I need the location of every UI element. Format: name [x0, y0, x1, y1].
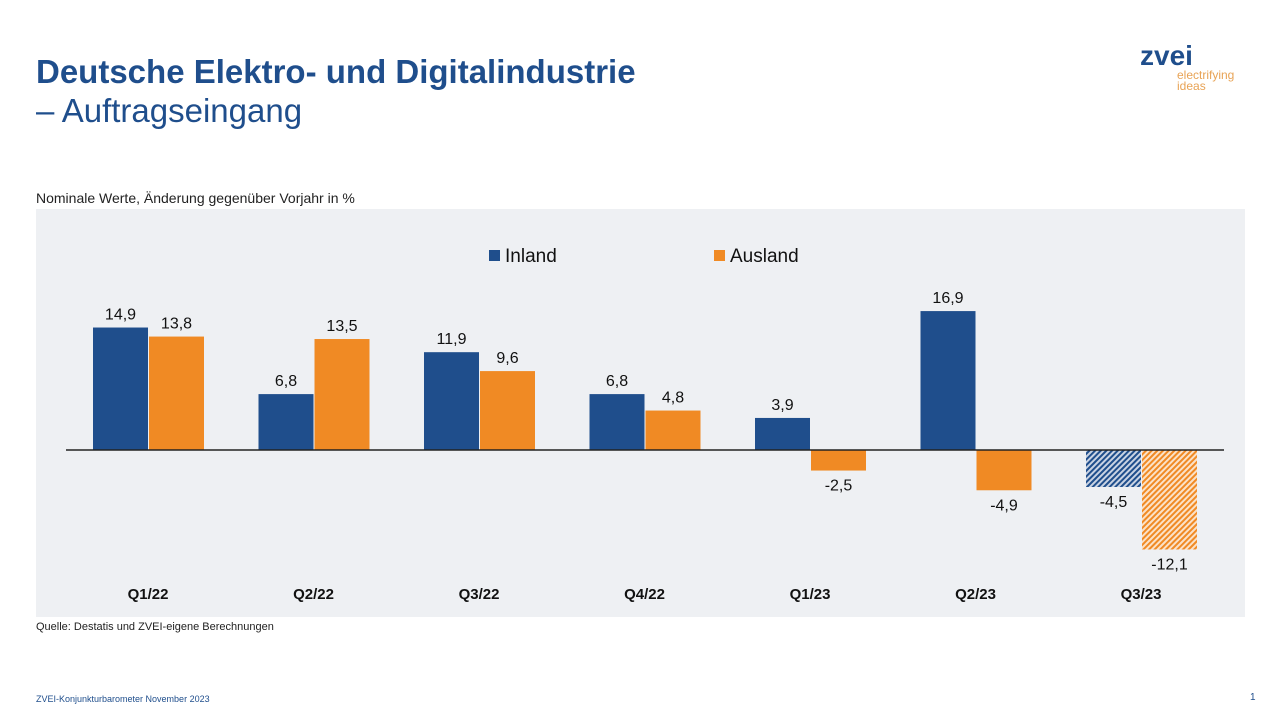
bar-ausland-Q3/22	[480, 371, 535, 450]
data-label: 4,8	[662, 390, 684, 407]
bar-inland-Q1/22	[93, 327, 148, 450]
zvei-logo: zvei electrifying ideas	[1140, 40, 1235, 93]
data-label: -2,5	[825, 478, 853, 495]
data-label: 6,8	[606, 373, 628, 390]
data-label: 3,9	[771, 397, 793, 414]
bar-ausland-Q2/23	[976, 450, 1032, 491]
bar-ausland-Q4/22	[645, 410, 701, 450]
title-line-2: – Auftragseingang	[36, 92, 303, 129]
x-tick-label: Q1/23	[790, 586, 831, 603]
legend-label-inland: Inland	[505, 246, 557, 267]
x-tick-label: Q2/22	[293, 586, 334, 603]
bar-inland-Q3/22	[424, 352, 479, 450]
legend-label-ausland: Ausland	[730, 246, 799, 267]
data-label: 13,5	[326, 318, 357, 335]
bar-ausland-Q2/22	[314, 339, 370, 450]
footer-publication: ZVEI-Konjunkturbarometer November 2023	[36, 694, 210, 704]
data-label: 14,9	[105, 307, 136, 324]
data-label: 16,9	[932, 290, 963, 307]
data-label: 9,6	[496, 350, 518, 367]
bar-inland-Q3/23	[1086, 450, 1141, 487]
logo-tagline-2: ideas	[1177, 79, 1206, 93]
bar-ausland-Q3/23	[1142, 450, 1197, 550]
data-label: -4,5	[1100, 494, 1128, 511]
bar-inland-Q4/22	[589, 394, 645, 450]
data-label: 6,8	[275, 373, 297, 390]
data-label: 13,8	[161, 316, 192, 333]
title-line-1: Deutsche Elektro- und Digitalindustrie	[36, 53, 636, 90]
bar-ausland-Q1/22	[149, 336, 204, 450]
logo-tagline-1: electrifying	[1177, 68, 1235, 82]
data-label: -12,1	[1151, 556, 1188, 573]
logo-brand: zvei	[1140, 40, 1193, 71]
legend-swatch-inland	[489, 250, 500, 261]
data-label: -4,9	[990, 497, 1018, 514]
x-tick-label: Q3/22	[459, 586, 500, 603]
page-title: Deutsche Elektro- und Digitalindustrie –…	[36, 52, 636, 130]
page-number: 1	[1250, 692, 1256, 703]
bar-ausland-Q1/23	[811, 450, 866, 471]
x-tick-label: Q4/22	[624, 586, 665, 603]
x-tick-label: Q1/22	[128, 586, 169, 603]
data-label: 11,9	[437, 331, 467, 348]
bar-inland-Q2/22	[258, 394, 314, 450]
x-tick-label: Q3/23	[1121, 586, 1162, 603]
bar-inland-Q1/23	[755, 417, 810, 450]
source-note: Quelle: Destatis und ZVEI-eigene Berechn…	[36, 621, 274, 633]
x-tick-label: Q2/23	[955, 586, 996, 603]
chart-title: Nominale Werte, Änderung gegenüber Vorja…	[36, 190, 355, 206]
legend-swatch-ausland	[714, 250, 725, 261]
bar-inland-Q2/23	[920, 311, 976, 450]
